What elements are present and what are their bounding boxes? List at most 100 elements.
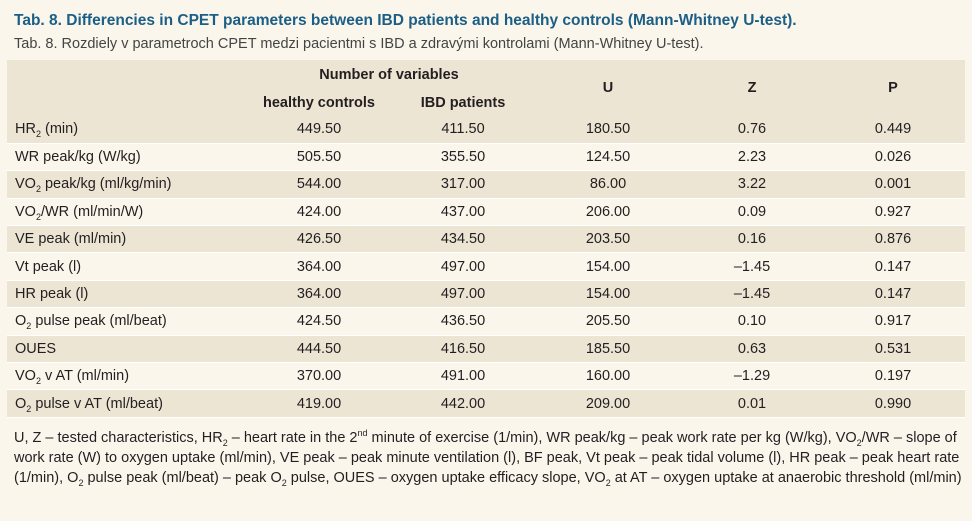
parameter-text: VO xyxy=(15,368,36,385)
row-parameter-name: O2 pulse v AT (ml/beat) xyxy=(7,390,245,417)
parameter-unit-text: v AT (ml/min) xyxy=(40,368,130,385)
parameter-text: VO xyxy=(15,176,36,193)
header-ibd-patients: IBD patients xyxy=(393,89,534,116)
cell-healthy-controls: 419.00 xyxy=(296,395,342,412)
header-row-1: Number of variables U Z P xyxy=(7,60,966,116)
cell-healthy-controls: 444.50 xyxy=(296,340,342,357)
cell-healthy-controls: 364.00 xyxy=(296,286,342,303)
parameter-text: HR xyxy=(15,121,36,138)
footnote-subscript: 2 xyxy=(856,437,862,448)
row-parameter-name: VO2 peak/kg (ml/kg/min) xyxy=(7,171,245,198)
footnote-text: /WR – slope of work rate (W) to oxygen u… xyxy=(14,430,960,486)
cell-u: 206.00 xyxy=(585,203,631,220)
table-row: O2 pulse v AT (ml/beat) 419.00 442.00 209.0… xyxy=(7,389,966,418)
table-row: HR peak (l) 364.00 497.00 154.00 –1.45 0.147 xyxy=(7,280,966,308)
cell-p: 0.876 xyxy=(874,231,912,248)
cell-healthy-controls: 544.00 xyxy=(296,176,342,193)
row-parameter-name: VE peak (ml/min) xyxy=(7,226,245,253)
parameter-subscript: 2 xyxy=(26,321,32,332)
cell-ibd-patients: 497.00 xyxy=(440,286,486,303)
cell-ibd-patients: 437.00 xyxy=(440,203,486,220)
table-row: VO2 peak/kg (ml/kg/min) 544.00 317.00 86.00… xyxy=(7,170,966,199)
cell-healthy-controls: 424.50 xyxy=(296,313,342,330)
cell-p: 0.990 xyxy=(874,395,912,412)
cell-u: 205.50 xyxy=(585,313,631,330)
header-p: P xyxy=(821,60,966,116)
table-row: WR peak/kg (W/kg) 505.50 355.50 124.50 2.23 0… xyxy=(7,143,966,171)
header-healthy-controls: healthy controls xyxy=(245,89,393,116)
table-row: VE peak (ml/min) 426.50 434.50 203.50 0.16 0.… xyxy=(7,225,966,253)
row-parameter-name: VO2 v AT (ml/min) xyxy=(7,363,245,390)
row-parameter-name: VO2/WR (ml/min/W) xyxy=(7,198,245,225)
cell-z: –1.45 xyxy=(733,286,771,303)
cell-u: 160.00 xyxy=(585,368,631,385)
footnote-subscript: 2 xyxy=(78,477,84,488)
footnote-subscript: 2 xyxy=(605,477,611,488)
cell-z: 0.76 xyxy=(737,121,767,138)
cell-z: 0.01 xyxy=(737,395,767,412)
table-title-slovak: Tab. 8. Rozdiely v parametroch CPET medz… xyxy=(14,36,704,52)
cell-ibd-patients: 497.00 xyxy=(440,258,486,275)
cell-z: –1.29 xyxy=(733,368,771,385)
cell-ibd-patients: 436.50 xyxy=(440,313,486,330)
cell-ibd-patients: 355.50 xyxy=(440,149,486,166)
cell-ibd-patients: 416.50 xyxy=(440,340,486,357)
footnote-text: pulse peak (ml/beat) – peak O xyxy=(83,470,282,486)
parameter-unit-text: /WR (ml/min/W) xyxy=(40,203,144,220)
cell-z: 0.10 xyxy=(737,313,767,330)
cell-u: 154.00 xyxy=(585,258,631,275)
table-row: Vt peak (l) 364.00 497.00 154.00 –1.45 0.147 xyxy=(7,252,966,281)
footnote-text: at AT – oxygen uptake at anaerobic thres… xyxy=(610,470,962,486)
cell-z: 0.09 xyxy=(737,203,767,220)
row-parameter-name: O2 pulse peak (ml/beat) xyxy=(7,308,245,335)
table-row: HR2 (min) 449.50 411.50 180.50 0.76 0.449 xyxy=(7,116,966,144)
cell-z: 0.16 xyxy=(737,231,767,248)
footnote-superscript: nd xyxy=(357,428,368,439)
parameter-subscript: 2 xyxy=(35,376,41,387)
header-group-number-of-variables: Number of variables xyxy=(245,60,534,89)
cell-healthy-controls: 426.50 xyxy=(296,231,342,248)
cell-healthy-controls: 424.00 xyxy=(296,203,342,220)
table-footnote: U, Z – tested characteristics, HR2 – hea… xyxy=(14,428,964,488)
parameter-text: VO xyxy=(15,203,36,220)
header-row-2: healthy controls IBD patients xyxy=(7,89,965,116)
cell-ibd-patients: 491.00 xyxy=(440,368,486,385)
cell-healthy-controls: 370.00 xyxy=(296,368,342,385)
cell-p: 0.197 xyxy=(874,368,912,385)
row-parameter-name: HR2 (min) xyxy=(7,116,245,143)
cell-z: –1.45 xyxy=(733,258,771,275)
cell-p: 0.927 xyxy=(874,203,912,220)
parameter-unit-text: (min) xyxy=(40,121,79,138)
parameter-text: VE peak (ml/min) xyxy=(15,231,127,248)
cell-healthy-controls: 364.00 xyxy=(296,258,342,275)
cell-u: 203.50 xyxy=(585,231,631,248)
cell-u: 180.50 xyxy=(585,121,631,138)
cell-z: 3.22 xyxy=(737,176,767,193)
cell-z: 0.63 xyxy=(737,340,767,357)
cell-healthy-controls: 505.50 xyxy=(296,149,342,166)
footnote-subscript: 2 xyxy=(281,477,287,488)
table-body: HR2 (min) 449.50 411.50 180.50 0.76 0.449 WR p… xyxy=(7,116,966,418)
cell-p: 0.917 xyxy=(874,313,912,330)
row-parameter-name: WR peak/kg (W/kg) xyxy=(7,143,245,170)
cell-p: 0.147 xyxy=(874,286,912,303)
cell-u: 209.00 xyxy=(585,395,631,412)
parameter-text: HR peak (l) xyxy=(15,286,89,303)
footnote-subscript: 2 xyxy=(222,437,228,448)
cell-p: 0.449 xyxy=(874,121,912,138)
header-z: Z xyxy=(683,60,822,116)
cell-u: 124.50 xyxy=(585,149,631,166)
parameter-text: Vt peak (l) xyxy=(15,258,82,275)
table-title-english: Tab. 8. Differencies in CPET parameters … xyxy=(14,12,797,29)
cell-ibd-patients: 411.50 xyxy=(441,121,485,138)
parameter-unit-text: pulse v AT (ml/beat) xyxy=(31,395,163,412)
header-u: U xyxy=(533,60,684,116)
cell-p: 0.001 xyxy=(874,176,912,193)
cell-u: 185.50 xyxy=(585,340,631,357)
header-blank-2 xyxy=(7,89,245,116)
table-row: O2 pulse peak (ml/beat) 424.50 436.50 205.5… xyxy=(7,307,966,336)
cell-ibd-patients: 434.50 xyxy=(440,231,486,248)
table-row: VO2 v AT (ml/min) 370.00 491.00 160.00 –1.29… xyxy=(7,362,966,390)
cell-u: 154.00 xyxy=(585,286,631,303)
